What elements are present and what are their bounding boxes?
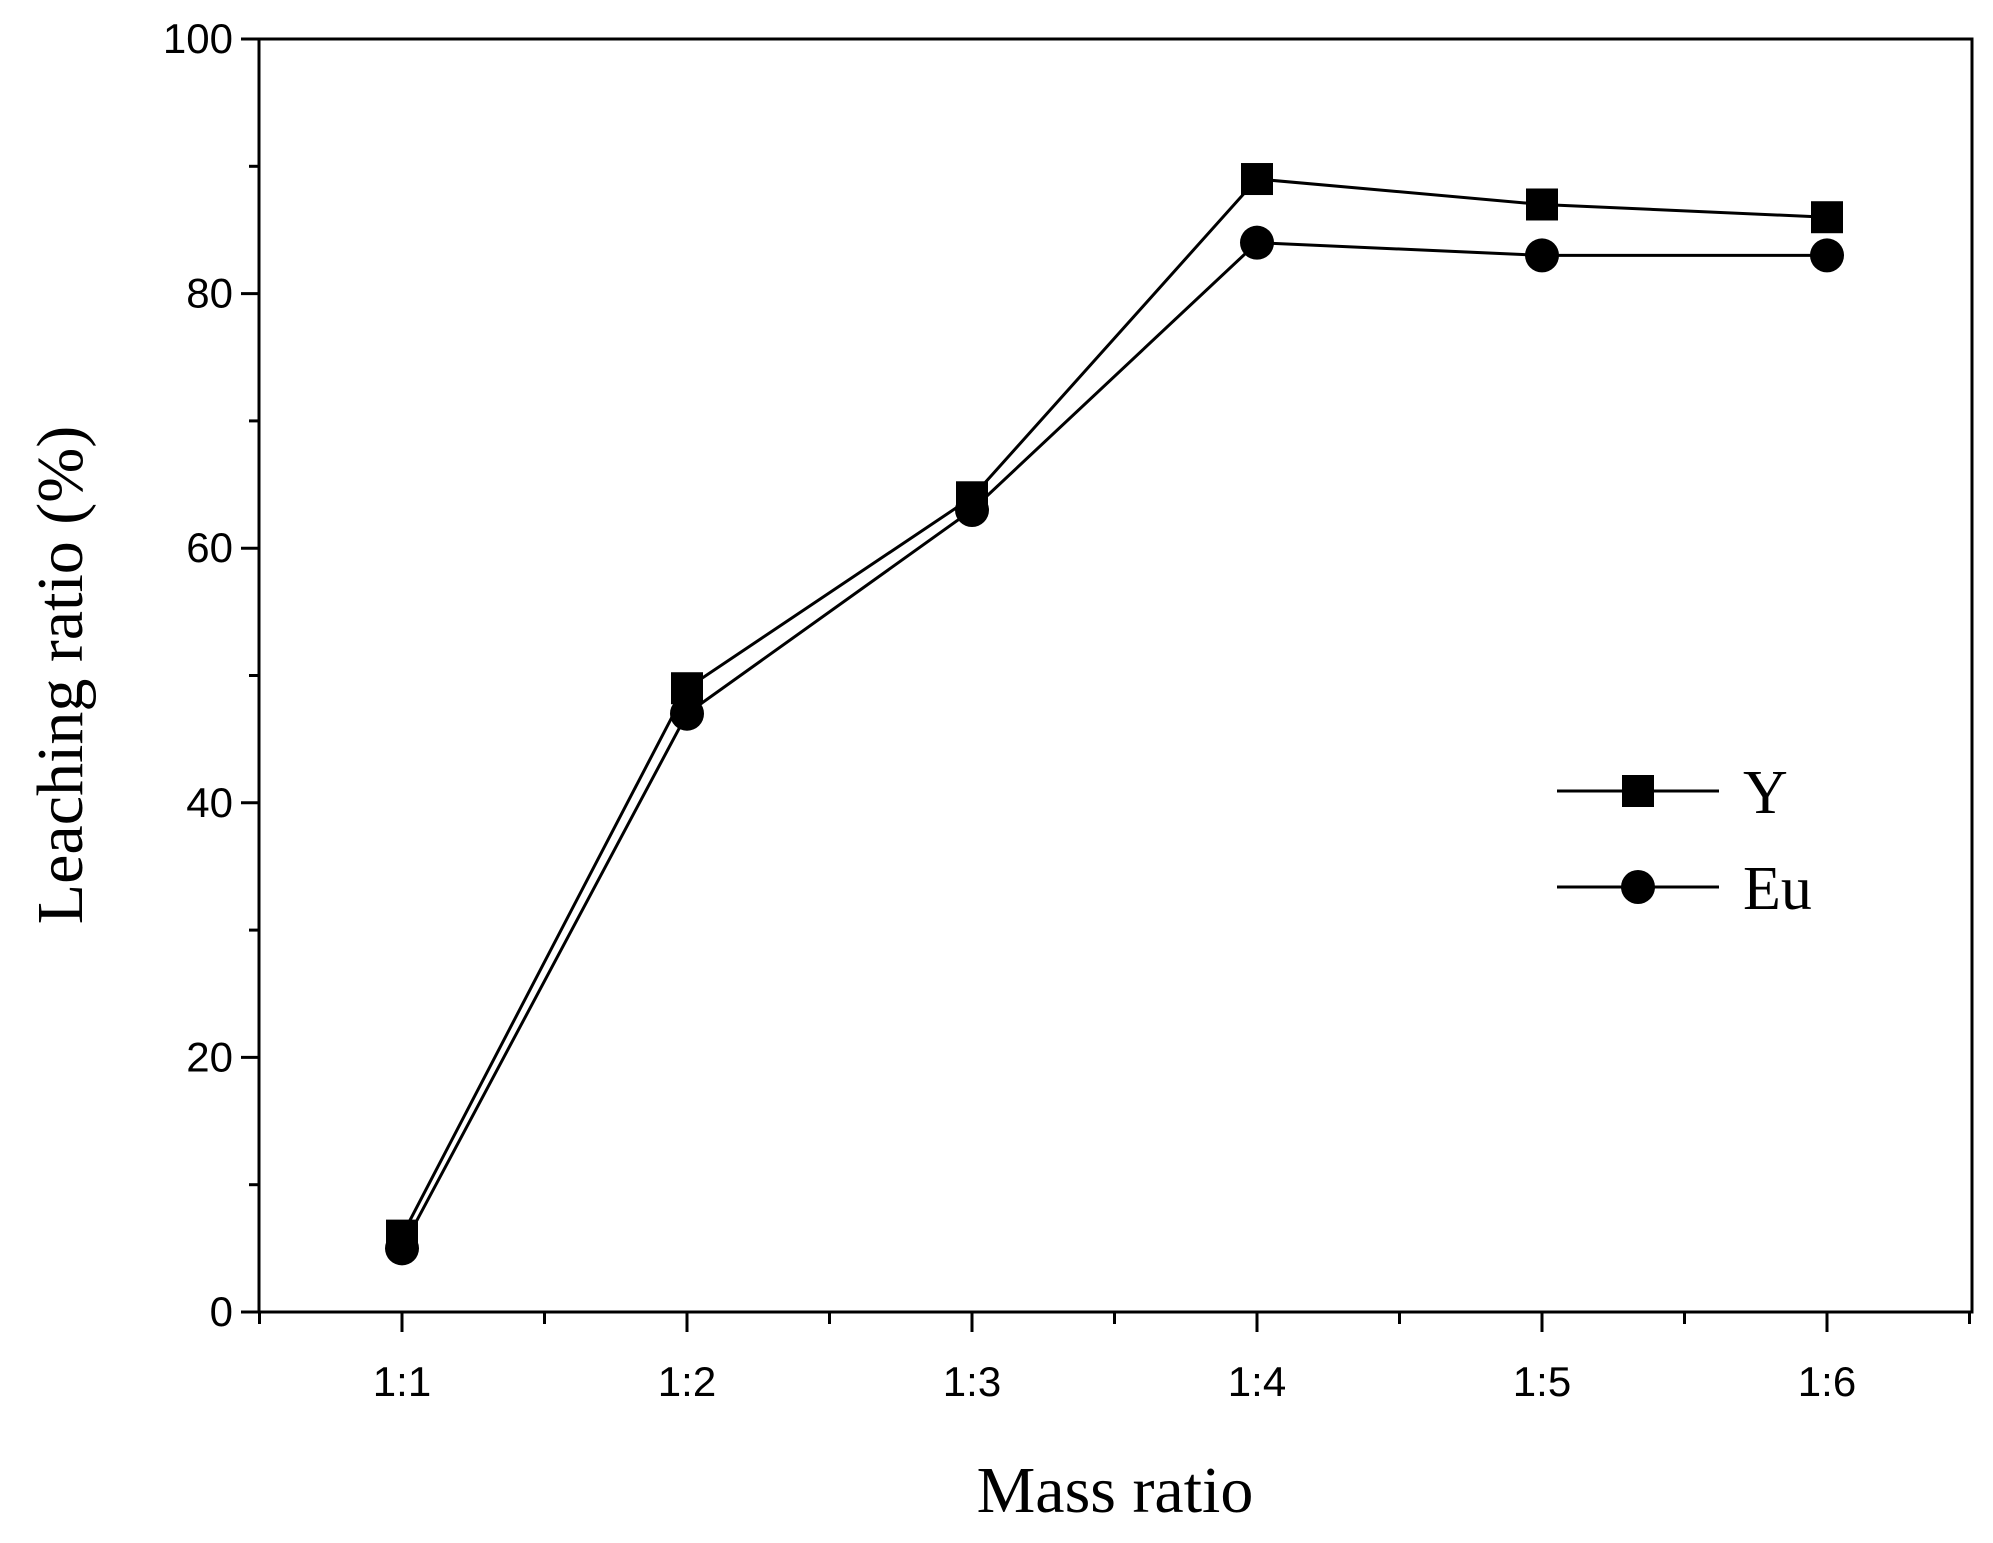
legend-marker-eu [1621, 870, 1655, 904]
x-tick-label: 1:2 [658, 1358, 716, 1405]
y-tick-label: 20 [186, 1033, 233, 1080]
legend: Y Eu [1557, 759, 1812, 923]
data-point-y [1811, 201, 1843, 234]
legend-label-y: Y [1743, 759, 1788, 827]
data-point-eu [385, 1231, 419, 1266]
x-tick-label: 1:6 [1798, 1358, 1856, 1405]
x-axis-title: Mass ratio [977, 1454, 1254, 1527]
series-lines [400, 177, 1828, 1250]
plot-frame [257, 37, 1974, 1314]
y-tick-label: 100 [163, 15, 233, 62]
y-axis-ticks: 0 20 40 60 80 100 [163, 15, 259, 1335]
data-point-eu [1810, 238, 1844, 273]
y-tick-label: 0 [210, 1288, 233, 1335]
series-line-y [400, 177, 1828, 1237]
y-tick-label: 80 [186, 270, 233, 317]
y-tick-label: 40 [186, 779, 233, 826]
data-point-y [1526, 188, 1558, 221]
data-point-eu [1240, 225, 1274, 260]
legend-marker-y [1622, 775, 1654, 807]
x-axis-ticks: 1:1 1:2 1:3 1:4 1:5 1:6 [258, 1312, 1971, 1405]
x-tick-label: 1:3 [943, 1358, 1001, 1405]
x-tick-label: 1:4 [1228, 1358, 1286, 1405]
data-point-eu [670, 696, 704, 731]
data-point-eu [1525, 238, 1559, 273]
y-tick-label: 60 [186, 524, 233, 571]
series-line-eu [400, 241, 1827, 1250]
data-point-y [1241, 163, 1273, 196]
x-tick-label: 1:1 [373, 1358, 431, 1405]
y-axis-title: Leaching ratio (%) [24, 426, 97, 924]
x-tick-label: 1:5 [1513, 1358, 1571, 1405]
series-markers [385, 163, 1844, 1266]
legend-label-eu: Eu [1743, 855, 1812, 923]
data-point-eu [955, 493, 989, 528]
